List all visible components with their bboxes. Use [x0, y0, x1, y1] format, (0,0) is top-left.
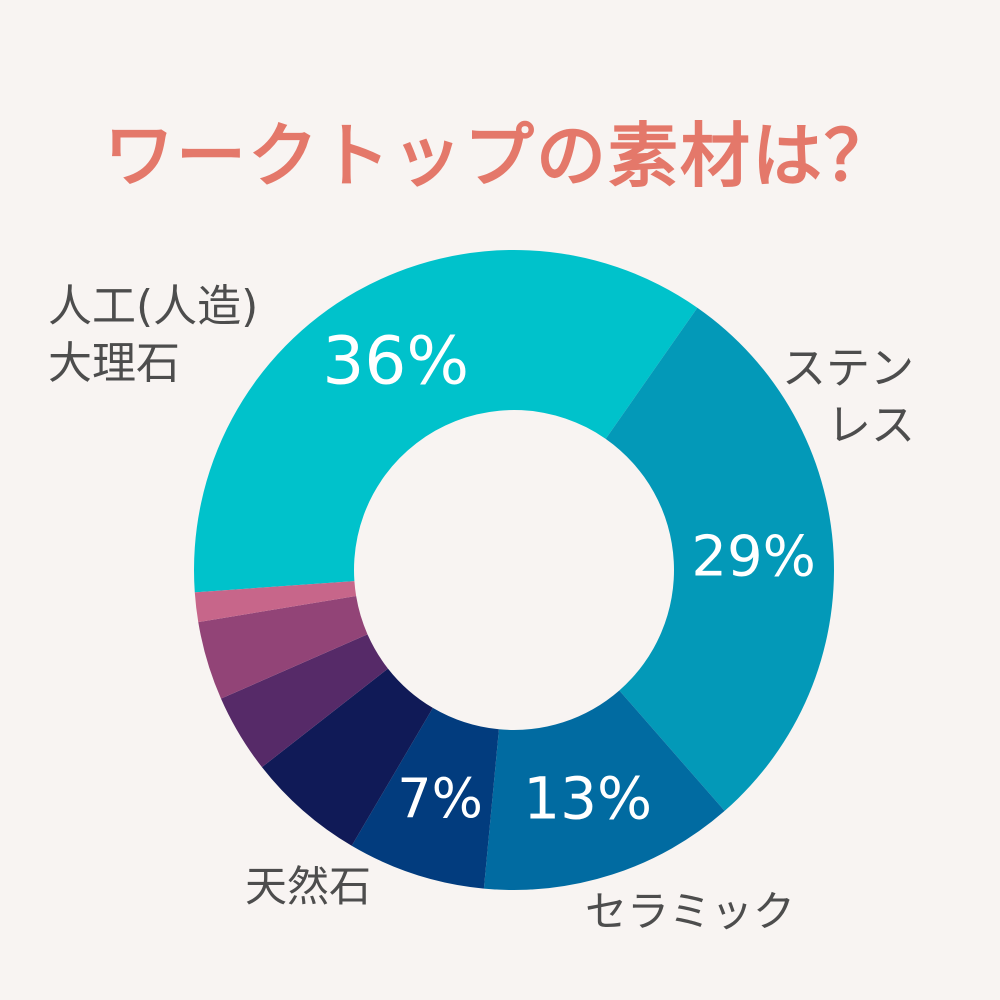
donut-slice: [605, 307, 834, 811]
slice-value-label: 13%: [523, 764, 652, 832]
donut-slice: [483, 690, 725, 890]
legend-label-natural-stone: 天然石: [245, 860, 371, 915]
label-line: 大理石: [48, 338, 180, 390]
label-line: 人工(人造): [48, 281, 259, 332]
label-line: 天然石: [245, 862, 372, 911]
label-line: レス: [827, 400, 915, 452]
label-line: ステン: [782, 343, 914, 394]
slice-value-label: 29%: [691, 525, 815, 590]
slice-value-label: 36%: [322, 323, 469, 400]
donut-slice: [198, 596, 368, 699]
donut-slice: [220, 634, 388, 768]
slice-value-label: 7%: [397, 767, 483, 830]
donut-slice: [194, 249, 698, 593]
donut-slice: [261, 668, 433, 846]
label-line: セラミック: [585, 887, 796, 936]
legend-label-stainless: ステン レス: [782, 340, 915, 454]
legend-label-artificial-marble: 人工(人造) 大理石: [48, 278, 258, 392]
chart-title: ワークトップの素材は？: [104, 115, 896, 197]
donut-slice: [194, 581, 357, 623]
legend-label-ceramic: セラミック: [585, 885, 795, 940]
donut-slice: [351, 707, 499, 889]
